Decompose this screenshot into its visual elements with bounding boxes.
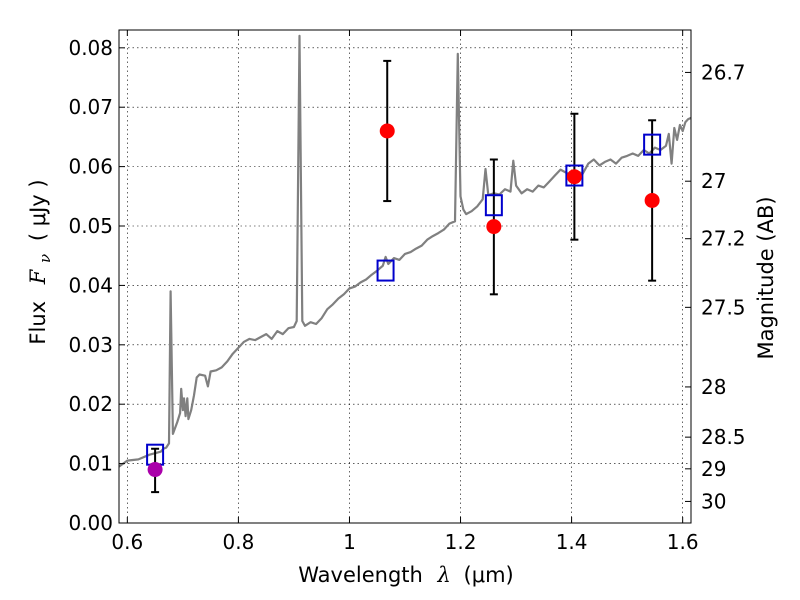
y-tick-label: 0.02	[68, 392, 113, 416]
x-tick-label: 1.6	[667, 530, 699, 554]
y2-tick-label: 30	[701, 489, 726, 513]
y-axis-label: Flux F ν ( μJy )	[26, 179, 55, 344]
y2-axis-label: Magnitude (AB)	[754, 196, 778, 359]
y-tick-label: 0.03	[68, 333, 113, 357]
plot-frame	[118, 29, 692, 524]
x-tick-label: 1	[343, 530, 356, 554]
x-axis-label: Wavelength λ (μm)	[298, 563, 513, 587]
y2-tick-label: 27	[701, 169, 726, 193]
x-tick-label: 1.4	[556, 530, 588, 554]
data-markers	[146, 123, 662, 478]
y-tick-label: 0.07	[68, 95, 113, 119]
model-square-marker	[484, 194, 503, 217]
y-tick-label: 0.00	[68, 511, 113, 535]
y2-tick-label: 29	[701, 457, 726, 481]
y2-tick-label: 27.5	[701, 295, 746, 319]
axis-ticks: 0.6 0.8 1 1.2 1.4 1.6 0.00 0.01 0.02 0.03 0.04 0.05…	[68, 30, 746, 554]
axis-labels: Wavelength λ (μm) Flux F ν ( μJy ) Magni…	[26, 179, 778, 587]
y-tick-label: 0.06	[68, 155, 113, 179]
x-tick-label: 1.2	[445, 530, 477, 554]
observed-flux-point	[379, 123, 395, 139]
y2-tick-label: 28.5	[701, 425, 746, 449]
x-tick-label: 0.8	[222, 530, 254, 554]
observed-flux-point	[566, 169, 582, 185]
spectrum-line-series	[119, 34, 691, 468]
y-tick-label: 0.04	[68, 273, 113, 297]
model-square-marker	[376, 259, 395, 282]
y2-tick-label: 26.7	[701, 60, 746, 84]
y-tick-label: 0.05	[68, 214, 113, 238]
y2-tick-label: 28	[701, 375, 726, 399]
spectrum-line	[119, 34, 691, 468]
observed-flux-point	[644, 192, 660, 208]
x-tick-label: 0.6	[111, 530, 143, 554]
model-square-marker	[643, 133, 662, 156]
grid-lines	[119, 30, 691, 523]
observed-flux-point	[147, 462, 163, 478]
model-square-marker	[565, 164, 584, 187]
y2-tick-label: 27.2	[701, 227, 746, 251]
y-tick-label: 0.01	[68, 452, 113, 476]
y-tick-label: 0.08	[68, 36, 113, 60]
observed-flux-point	[486, 219, 502, 235]
error-bars	[151, 59, 657, 494]
